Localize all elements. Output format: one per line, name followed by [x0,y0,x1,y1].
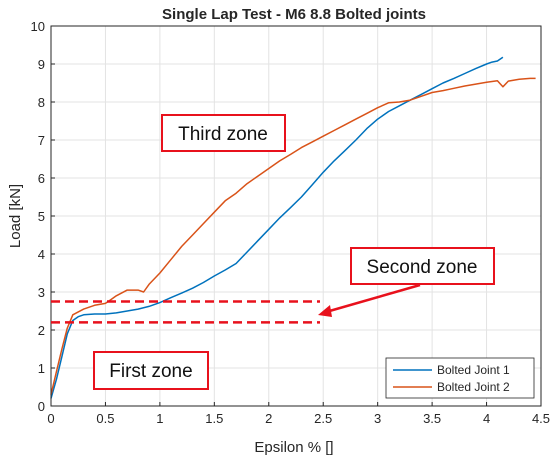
legend-label-bolted-joint-2: Bolted Joint 2 [437,380,510,394]
x-tick-label: 1 [156,411,163,426]
x-tick-label: 2 [265,411,272,426]
x-axis-label: Epsilon % [] [254,439,333,456]
legend-box [385,357,535,399]
third-zone-label: Third zone [178,124,268,145]
y-axis-label: Load [kN] [7,184,24,248]
x-tick-label: 4 [483,411,490,426]
y-tick-label: 3 [38,285,45,300]
y-tick-label: 6 [38,171,45,186]
second-zone-label: Second zone [367,257,478,278]
arrow-line [325,283,421,314]
y-tick-label: 0 [38,399,45,414]
x-tick-label: 0 [47,411,54,426]
y-tick-label: 8 [38,95,45,110]
y-tick-label: 1 [38,361,45,376]
y-tick-label: 4 [38,247,45,262]
y-tick-label: 9 [38,57,45,72]
first-zone-box [93,351,209,390]
y-tick-label: 7 [38,133,45,148]
series-line-bolted-joint-1 [50,56,504,399]
x-tick-label: 0.5 [96,411,114,426]
y-tick-label: 5 [38,209,45,224]
grid [50,25,542,407]
x-tick-label: 2.5 [314,411,332,426]
legend: Bolted Joint 1 Bolted Joint 2 [385,357,535,399]
axis-ticks: 0 0.5 1 1.5 2 2.5 3 3.5 4 4.5 0 1 2 3 4 5 6 7 8 9 10 [31,19,550,426]
series-line-bolted-joint-2 [50,77,536,395]
legend-label-bolted-joint-1: Bolted Joint 1 [437,363,510,377]
y-tick-label: 10 [31,19,45,34]
first-zone-label: First zone [109,361,192,382]
second-zone-box [350,247,495,285]
third-zone-box [161,114,286,152]
x-tick-label: 1.5 [205,411,223,426]
arrow-head [318,305,332,317]
x-tick-label: 3 [374,411,381,426]
chart-title: Single Lap Test - M6 8.8 Bolted joints [162,6,426,23]
series-lines [50,56,536,399]
y-tick-label: 2 [38,323,45,338]
x-tick-label: 3.5 [423,411,441,426]
x-tick-label: 4.5 [532,411,550,426]
zone-annotations: Third zone Second zone First zone [51,114,495,390]
